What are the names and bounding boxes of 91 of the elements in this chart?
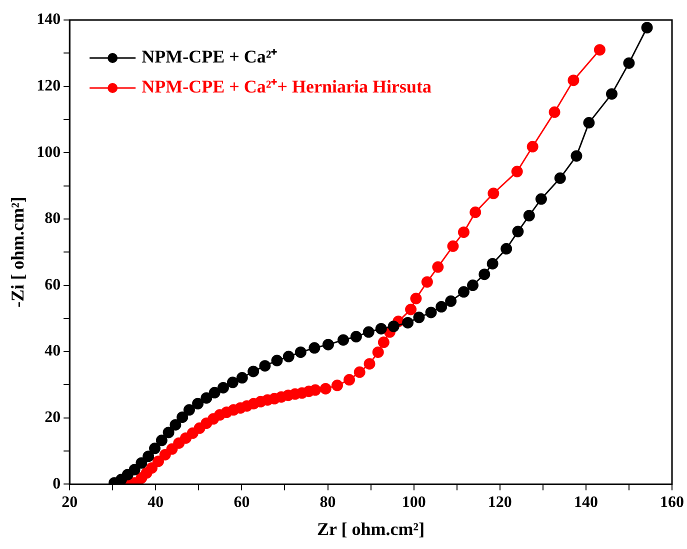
x-axis-title: Zr [ ohm.cm²] (317, 518, 425, 539)
y-tick-label: 100 (36, 144, 61, 161)
point (568, 74, 580, 86)
point (500, 243, 512, 255)
point (322, 338, 334, 350)
y-tick-label: 40 (44, 342, 61, 360)
point (583, 117, 595, 129)
point (362, 326, 374, 338)
point (310, 384, 322, 396)
y-tick-label: 60 (44, 276, 61, 294)
point (470, 206, 482, 218)
point (149, 442, 161, 454)
point (344, 374, 356, 386)
point (488, 188, 500, 200)
point (156, 434, 168, 446)
point (445, 295, 457, 307)
point (142, 450, 154, 462)
y-tick-label: 0 (52, 475, 61, 492)
x-tick-label: 40 (148, 494, 164, 511)
point (526, 140, 538, 152)
point (217, 382, 229, 394)
y-tick-label: 120 (36, 77, 61, 94)
x-tick-label: 80 (320, 494, 336, 511)
legend-label: NPM-CPE + Ca²⁺ (142, 46, 278, 67)
point (152, 456, 164, 468)
point (413, 312, 425, 324)
point (606, 88, 618, 100)
point (486, 258, 498, 270)
point (467, 280, 479, 292)
x-tick-label: 120 (488, 494, 512, 511)
point (570, 150, 582, 162)
x-tick-label: 100 (402, 494, 426, 511)
point (159, 448, 171, 460)
point (594, 44, 606, 56)
y-axis-title: -Zi [ ohm.cm²] (7, 196, 28, 308)
point (378, 336, 390, 348)
point (388, 320, 400, 332)
point (436, 301, 448, 313)
point (402, 316, 414, 328)
point (208, 386, 220, 398)
point (236, 372, 248, 384)
point (128, 464, 140, 476)
point (248, 366, 260, 378)
point (447, 240, 459, 252)
point (200, 392, 212, 404)
point (176, 411, 188, 423)
point (458, 286, 470, 298)
point (294, 346, 306, 358)
point (259, 360, 271, 372)
point (364, 358, 376, 370)
point (354, 366, 366, 378)
point (535, 193, 547, 205)
point (405, 304, 417, 316)
point (512, 226, 524, 238)
point (331, 380, 343, 392)
y-tick-label: 140 (36, 11, 61, 28)
y-tick-label: 20 (44, 409, 61, 426)
legend-label: NPM-CPE + Ca²⁺+ Herniaria Hirsuta (142, 76, 432, 97)
point (183, 404, 195, 416)
point (350, 330, 362, 342)
point (226, 376, 238, 388)
point (511, 166, 523, 178)
point (478, 268, 490, 280)
point (170, 419, 182, 431)
point (282, 350, 294, 362)
point (372, 346, 384, 358)
point (320, 382, 332, 394)
point (410, 292, 422, 304)
point (146, 462, 158, 474)
x-tick-label: 140 (574, 494, 598, 511)
x-tick-label: 20 (62, 494, 78, 511)
point (458, 226, 470, 238)
point (271, 354, 283, 366)
point (166, 443, 178, 455)
x-tick-label: 160 (660, 494, 684, 511)
point (432, 261, 444, 273)
point (192, 398, 204, 410)
x-tick-label: 60 (234, 494, 250, 511)
point (162, 426, 174, 438)
point (548, 106, 560, 118)
point (421, 276, 433, 288)
point (308, 342, 320, 354)
point (338, 334, 350, 346)
y-tick-label: 80 (44, 210, 61, 228)
point (554, 172, 566, 184)
point (136, 457, 148, 469)
point (425, 306, 437, 318)
point (641, 22, 653, 34)
point (375, 322, 387, 334)
point (623, 57, 635, 69)
point (523, 210, 535, 222)
